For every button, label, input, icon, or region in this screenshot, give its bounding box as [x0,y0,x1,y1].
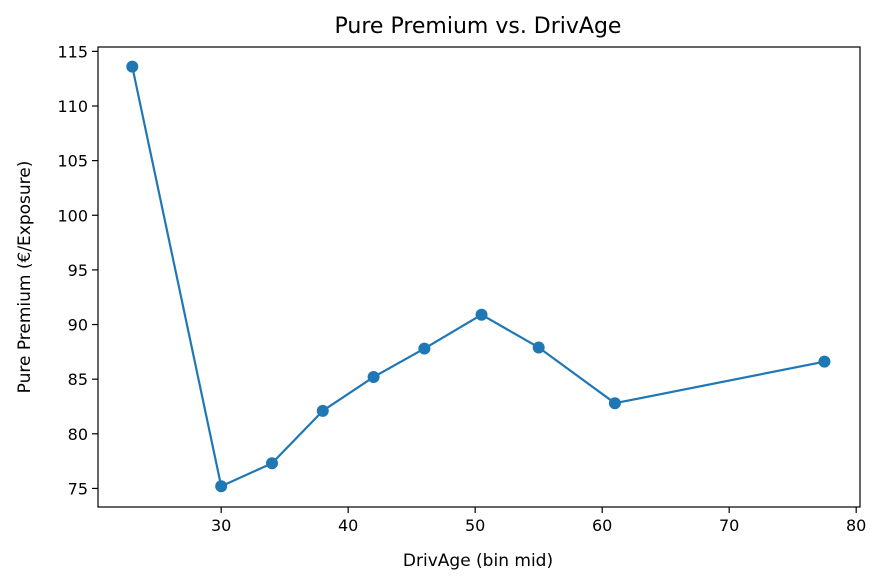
plot-area: 30 40 50 60 70 80 75 80 85 90 95 100 105 110 115 [57,42,866,535]
data-point [532,341,545,354]
chart-title: Pure Premium vs. DrivAge [335,14,622,39]
x-tick-label: 50 [465,516,485,535]
plot-frame [97,46,861,508]
data-point [818,355,831,368]
x-tick-label: 70 [719,516,739,535]
series-line [131,66,825,488]
data-point [367,370,380,383]
y-axis-ticks: 75 80 85 90 95 100 105 110 115 [57,42,98,498]
data-point [316,404,329,417]
x-tick-label: 30 [211,516,231,535]
data-point [418,342,431,355]
data-point [265,457,278,470]
plot-background [98,47,860,507]
x-tick-label: 40 [338,516,358,535]
x-axis-ticks: 30 40 50 60 70 80 [211,507,866,535]
y-tick-label: 75 [68,479,88,498]
x-tick-label: 80 [846,516,866,535]
data-point [475,308,488,321]
y-tick-label: 115 [57,42,88,61]
y-tick-label: 110 [57,97,88,116]
data-point [215,480,228,493]
x-tick-label: 60 [592,516,612,535]
y-tick-label: 90 [68,316,88,335]
y-tick-label: 100 [57,206,88,225]
data-point [126,60,139,73]
y-tick-label: 80 [68,425,88,444]
x-axis-label: DrivAge (bin mid) [403,551,553,571]
y-axis-label: Pure Premium (€/Exposure) [15,161,35,394]
y-tick-label: 85 [68,370,88,389]
series-layer [126,60,831,493]
data-point [608,397,621,410]
y-tick-label: 95 [68,261,88,280]
y-tick-label: 105 [57,152,88,171]
